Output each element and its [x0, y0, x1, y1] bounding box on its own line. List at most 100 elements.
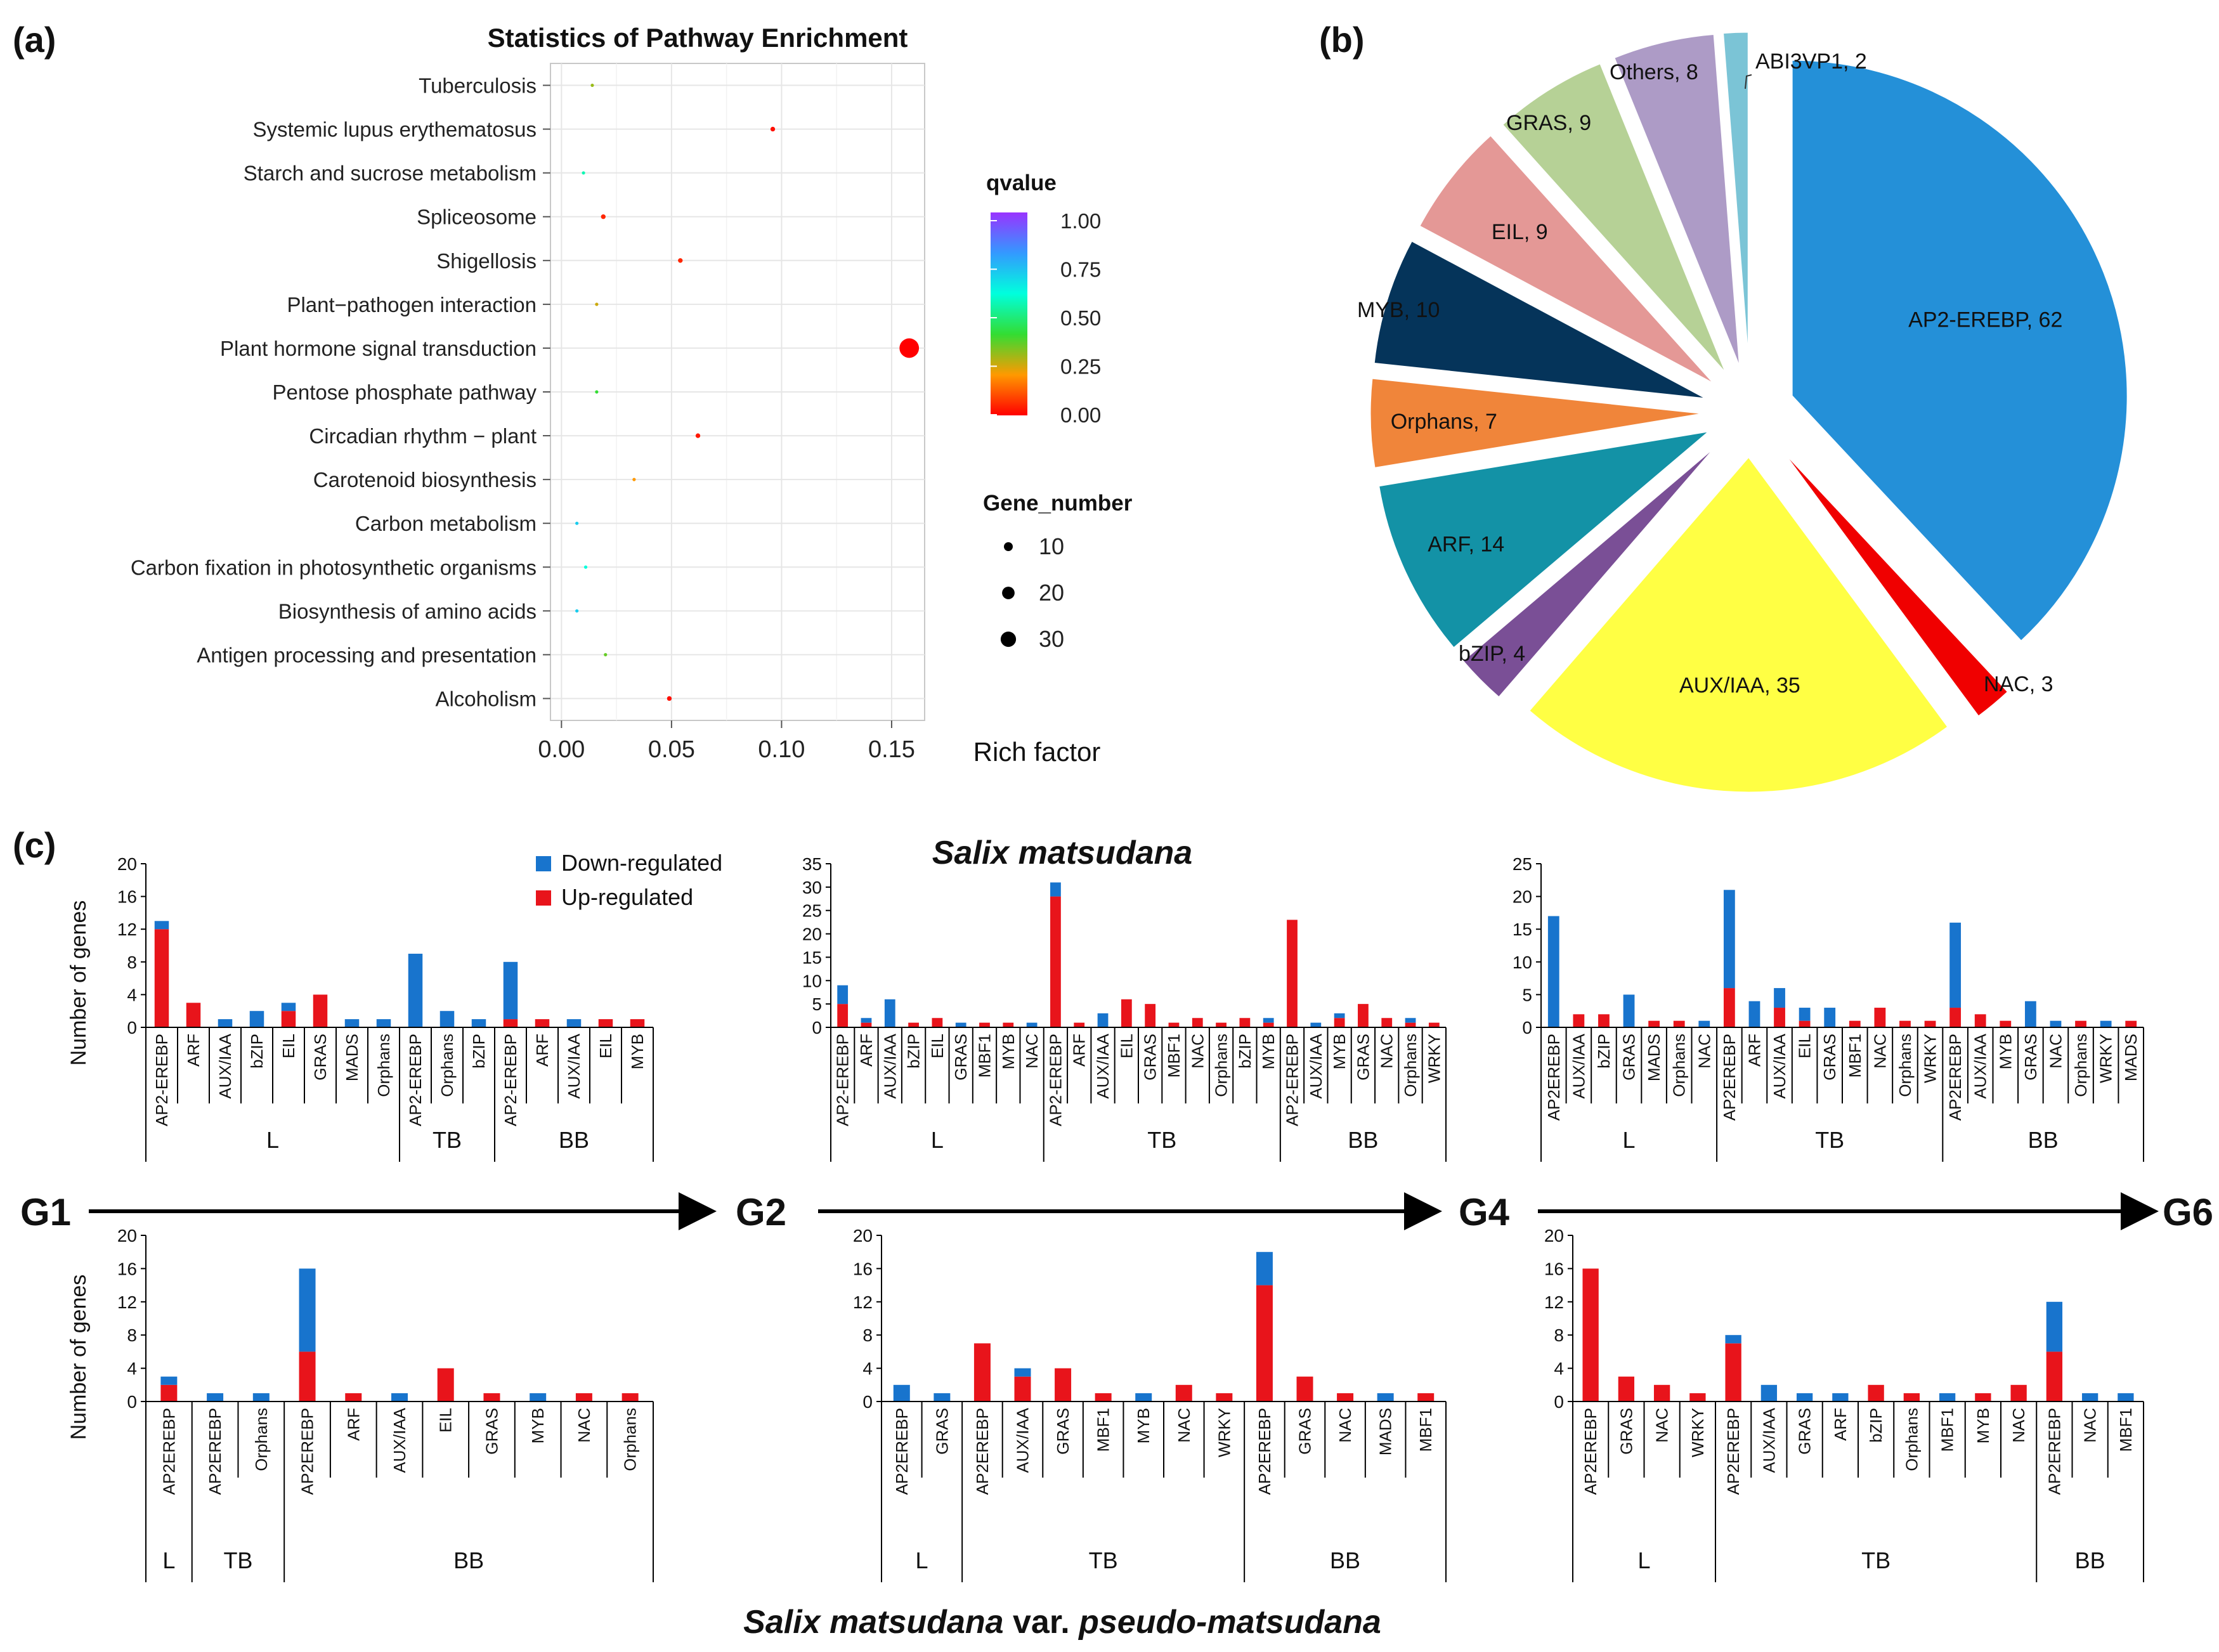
pathway-term-label: Circadian rhythm − plant	[309, 424, 537, 448]
category-label: EIL	[279, 1034, 298, 1058]
pie-slice-label: AUX/IAA, 35	[1679, 673, 1800, 698]
bar-down	[2081, 1393, 2099, 1402]
gene-number-legend-label: 30	[1039, 626, 1064, 652]
category-label: MADS	[342, 1034, 361, 1081]
scatter-grid	[550, 63, 925, 720]
category-label: MADS	[1644, 1034, 1663, 1081]
y-tick-label: 12	[853, 1292, 873, 1312]
category-label: AP2EREBP	[298, 1408, 317, 1495]
bar-up	[1673, 1020, 1685, 1027]
bar-down	[1334, 1013, 1345, 1018]
bar-up	[1774, 1008, 1785, 1027]
bar-up	[535, 1019, 550, 1027]
bar-up	[1899, 1020, 1911, 1027]
bar-up	[1014, 1376, 1031, 1402]
bar-down	[249, 1011, 264, 1027]
group-label: TB	[223, 1547, 252, 1573]
category-label: GRAS	[1053, 1408, 1072, 1455]
bar-down	[1824, 1008, 1836, 1027]
group-label: L	[916, 1547, 928, 1573]
gene-number-legend-label: 20	[1039, 580, 1064, 606]
category-label: ARF	[857, 1034, 876, 1067]
bar-up	[281, 1011, 296, 1027]
x-tick-label: 0.10	[758, 736, 805, 763]
category-label: GRAS	[2021, 1034, 2040, 1081]
bar-up	[1924, 1020, 1936, 1027]
x-tick-label: 0.05	[648, 736, 695, 763]
bar-down	[1760, 1384, 1778, 1402]
bar-up	[483, 1393, 500, 1402]
y-tick-label: 15	[1513, 920, 1532, 939]
category-label: Orphans	[1902, 1408, 1921, 1471]
bar-down	[955, 1022, 966, 1027]
category-label: AP2EREBP	[1255, 1408, 1274, 1495]
y-tick-label: 8	[862, 1325, 873, 1345]
bar-up	[621, 1393, 639, 1402]
bar-down	[1796, 1393, 1813, 1402]
category-label: EIL	[928, 1034, 947, 1058]
category-label: AP2EREBP	[2045, 1408, 2064, 1495]
category-label: AP2EREBP	[159, 1408, 178, 1495]
enrichment-point	[667, 696, 672, 701]
category-label: MYB	[628, 1034, 647, 1069]
category-label: MBF1	[1094, 1408, 1113, 1452]
category-label: AP2EREBP	[1946, 1034, 1965, 1121]
bar-up	[1337, 1393, 1354, 1402]
y-tick-label: 12	[117, 920, 137, 939]
pie-slice	[1377, 429, 1714, 650]
bar-down	[1026, 1022, 1038, 1027]
group-label: L	[1623, 1127, 1636, 1153]
gene-number-legend-dot	[1002, 587, 1015, 599]
bar-down	[1377, 1393, 1394, 1402]
stage-g4: G4	[1459, 1191, 1510, 1233]
category-label: GRAS	[311, 1034, 330, 1081]
group-label: L	[931, 1127, 944, 1153]
pathway-term-label: Starch and sucrose metabolism	[244, 162, 537, 185]
bar-down	[1832, 1393, 1849, 1402]
qvalue-tick-label: 0.75	[1060, 258, 1101, 282]
bar-up	[973, 1343, 991, 1402]
enrichment-point	[595, 302, 599, 306]
bar-down	[837, 985, 849, 1005]
category-label: AP2EREBP	[1544, 1034, 1563, 1121]
category-label: bZIP	[469, 1034, 488, 1069]
enrichment-scatter-panel: Statistics of Pathway Enrichment Tubercu…	[131, 23, 1133, 767]
pathway-term-label: Carbon metabolism	[355, 512, 537, 535]
bar-down	[376, 1019, 391, 1027]
y-tick-label: 8	[1554, 1325, 1564, 1345]
bar-up	[1949, 1008, 1962, 1027]
bar-up	[1003, 1022, 1014, 1027]
pathway-term-label: Carbon fixation in photosynthetic organi…	[131, 556, 537, 579]
bar-down	[439, 1011, 455, 1027]
bar-up	[1405, 1022, 1416, 1027]
group-label: TB	[433, 1127, 462, 1153]
bar-up	[503, 1019, 518, 1027]
enrichment-point	[575, 521, 579, 525]
group-label: TB	[1147, 1127, 1176, 1153]
qvalue-tick-label: 0.00	[1060, 403, 1101, 427]
category-label: GRAS	[1820, 1034, 1839, 1081]
category-label: AUX/IAA	[1569, 1033, 1588, 1098]
category-label: bZIP	[247, 1034, 266, 1069]
bar-up	[837, 1004, 849, 1027]
legend-up-label: Up-regulated	[561, 884, 693, 910]
bar-up	[1725, 1343, 1741, 1402]
bar-up	[1974, 1014, 1986, 1027]
category-label: MYB	[1134, 1408, 1153, 1443]
scatter-points	[575, 83, 920, 701]
category-label: Orphans	[1896, 1034, 1915, 1097]
bar-up	[160, 1384, 178, 1402]
category-label: MBF1	[1164, 1034, 1183, 1077]
legend-down-label: Down-regulated	[561, 850, 722, 876]
top-y-axis-label: Number of genes	[67, 901, 91, 1066]
bar-subplot: 0 4 8 12 16 20 AP2EREBP GRAS NAC WRKY AP2EREBP AUX/…	[1544, 1226, 2144, 1582]
bar-down	[1725, 1335, 1741, 1344]
group-label: BB	[559, 1127, 589, 1153]
category-label: MYB	[528, 1408, 547, 1443]
bar-up	[313, 994, 328, 1027]
category-label: NAC	[575, 1408, 594, 1443]
enrichment-point	[601, 214, 606, 219]
category-label: MBF1	[975, 1034, 994, 1077]
bar-down	[2118, 1393, 2134, 1402]
